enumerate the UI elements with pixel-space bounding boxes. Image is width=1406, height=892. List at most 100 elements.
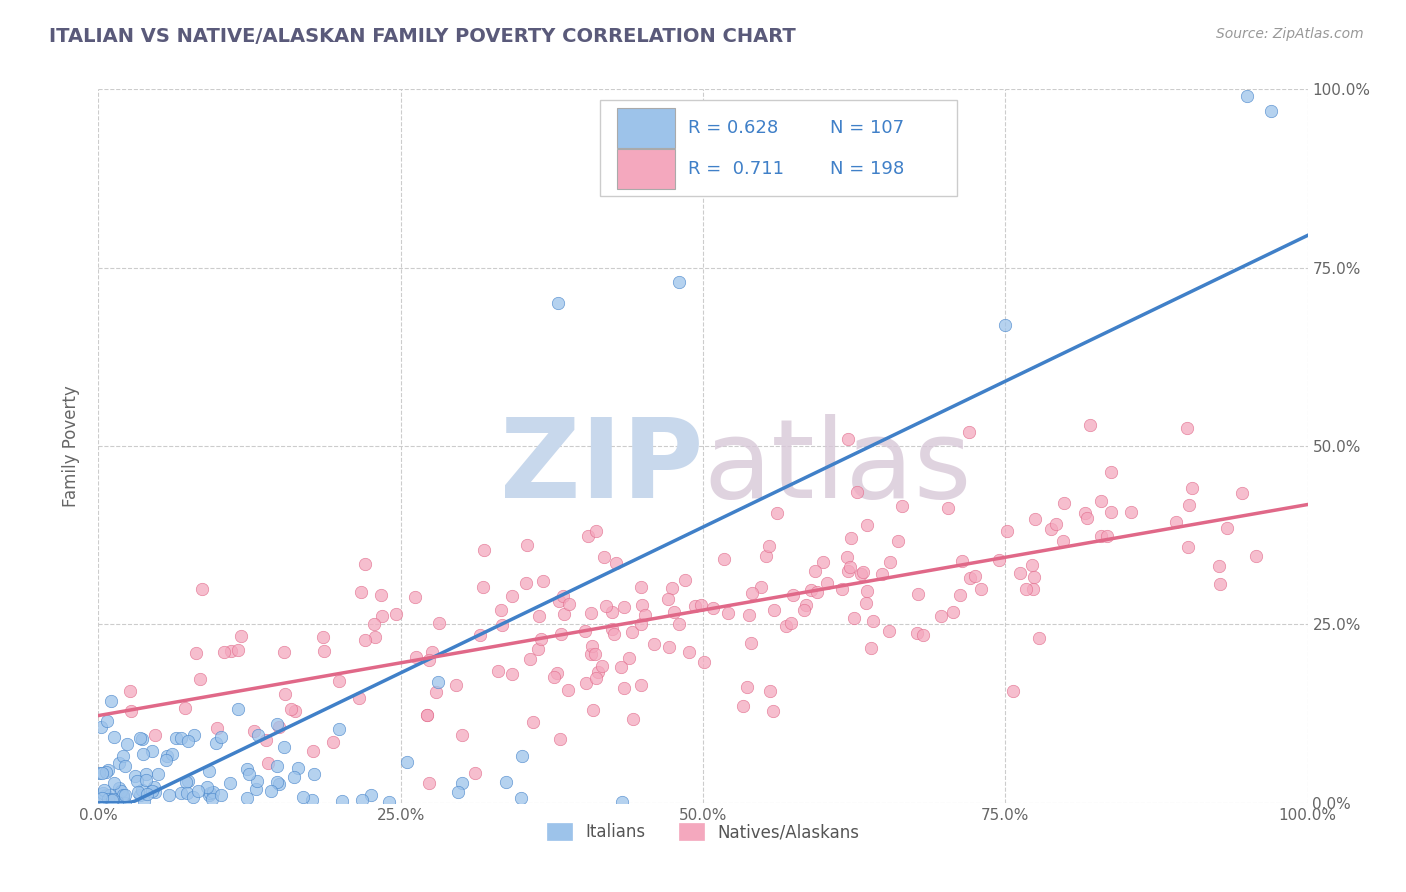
Natives/Alaskans (1177, 540, 1199, 554)
Natives/Alaskans (486, 665, 509, 679)
Italians (495, 775, 517, 789)
Natives/Alaskans (427, 615, 450, 630)
Italians (160, 747, 183, 761)
Italians (111, 789, 134, 804)
Natives/Alaskans (586, 665, 609, 679)
Natives/Alaskans (574, 624, 596, 639)
Italians (94, 789, 117, 803)
Italians (97, 764, 120, 778)
Italians (114, 789, 136, 803)
Natives/Alaskans (491, 618, 513, 632)
Natives/Alaskans (548, 731, 571, 746)
Italians (266, 775, 288, 789)
Italians (266, 717, 288, 731)
Natives/Alaskans (582, 703, 605, 717)
Natives/Alaskans (755, 549, 778, 564)
Natives/Alaskans (576, 529, 599, 543)
Natives/Alaskans (658, 640, 681, 655)
Y-axis label: Family Poverty: Family Poverty (62, 385, 80, 507)
Natives/Alaskans (657, 592, 679, 607)
Italians (135, 772, 157, 787)
Natives/Alaskans (267, 720, 290, 734)
Natives/Alaskans (464, 765, 486, 780)
Italians (157, 788, 180, 802)
Natives/Alaskans (758, 684, 780, 698)
Natives/Alaskans (859, 641, 882, 656)
Natives/Alaskans (1074, 506, 1097, 520)
Italians (93, 789, 115, 803)
Italians (509, 791, 531, 805)
Italians (266, 759, 288, 773)
Natives/Alaskans (664, 605, 686, 619)
Natives/Alaskans (543, 670, 565, 684)
Italians (198, 786, 221, 800)
Italians (98, 788, 121, 802)
Natives/Alaskans (581, 647, 603, 661)
Natives/Alaskans (314, 644, 336, 658)
Natives/Alaskans (987, 553, 1010, 567)
Natives/Alaskans (1028, 631, 1050, 645)
Natives/Alaskans (1097, 529, 1119, 543)
Natives/Alaskans (583, 648, 606, 662)
Natives/Alaskans (415, 708, 437, 723)
Natives/Alaskans (936, 500, 959, 515)
Natives/Alaskans (173, 701, 195, 715)
Natives/Alaskans (553, 607, 575, 622)
Italians (135, 767, 157, 781)
Natives/Alaskans (1244, 549, 1267, 564)
Text: ITALIAN VS NATIVE/ALASKAN FAMILY POVERTY CORRELATION CHART: ITALIAN VS NATIVE/ALASKAN FAMILY POVERTY… (49, 27, 796, 45)
Natives/Alaskans (741, 586, 763, 600)
Italians (447, 785, 470, 799)
Natives/Alaskans (634, 607, 657, 622)
Italians (177, 773, 200, 788)
Italians (301, 793, 323, 807)
Natives/Alaskans (1040, 522, 1063, 536)
Natives/Alaskans (702, 601, 724, 615)
Italians (195, 780, 218, 795)
Italians (100, 694, 122, 708)
Italians (127, 785, 149, 799)
Natives/Alaskans (585, 672, 607, 686)
Natives/Alaskans (837, 550, 859, 565)
Natives/Alaskans (758, 539, 780, 553)
Natives/Alaskans (907, 587, 929, 601)
Natives/Alaskans (254, 732, 277, 747)
Natives/Alaskans (515, 575, 537, 590)
Natives/Alaskans (364, 630, 387, 644)
Natives/Alaskans (546, 666, 568, 681)
Natives/Alaskans (212, 645, 235, 659)
Italians (267, 776, 290, 790)
Natives/Alaskans (551, 589, 574, 603)
Natives/Alaskans (118, 683, 141, 698)
Natives/Alaskans (693, 655, 716, 669)
Natives/Alaskans (737, 608, 759, 623)
Natives/Alaskans (661, 582, 683, 596)
Natives/Alaskans (837, 432, 859, 446)
Natives/Alaskans (489, 603, 512, 617)
Natives/Alaskans (1090, 494, 1112, 508)
Italians (236, 790, 259, 805)
Italians (132, 794, 155, 808)
Natives/Alaskans (793, 603, 815, 617)
Italians (170, 786, 193, 800)
Natives/Alaskans (516, 538, 538, 552)
Italians (131, 732, 153, 747)
Natives/Alaskans (775, 618, 797, 632)
Natives/Alaskans (643, 638, 665, 652)
Natives/Alaskans (1178, 498, 1201, 512)
Italians (93, 782, 115, 797)
Natives/Alaskans (1209, 576, 1232, 591)
Natives/Alaskans (1119, 505, 1142, 519)
Natives/Alaskans (595, 599, 617, 613)
Natives/Alaskans (592, 550, 614, 565)
Natives/Alaskans (1053, 496, 1076, 510)
Natives/Alaskans (856, 584, 879, 599)
Italians (291, 790, 314, 805)
Natives/Alaskans (1024, 512, 1046, 526)
Italians (103, 730, 125, 744)
Natives/Alaskans (529, 632, 551, 647)
Italians (131, 783, 153, 797)
Natives/Alaskans (384, 607, 406, 621)
Natives/Alaskans (1010, 566, 1032, 581)
Natives/Alaskans (678, 645, 700, 659)
